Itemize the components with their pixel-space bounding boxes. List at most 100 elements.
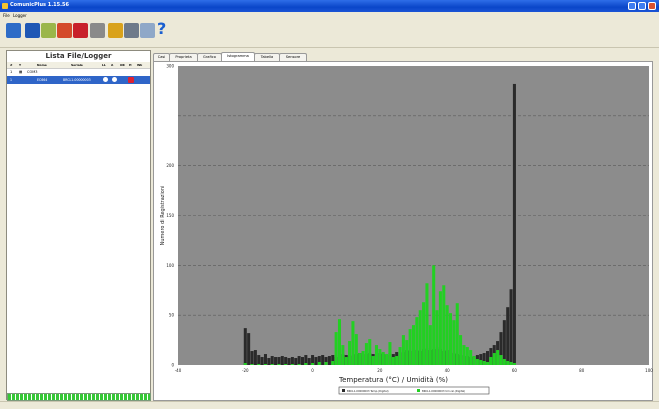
logger-row-name: EC664 bbox=[37, 78, 48, 82]
open-icon[interactable] bbox=[6, 23, 21, 38]
bar-humidity bbox=[459, 335, 463, 365]
menu-file[interactable]: File bbox=[3, 13, 10, 18]
tab-sensore[interactable]: Sensore bbox=[279, 53, 307, 61]
y-tick-label: 0 bbox=[171, 363, 174, 368]
bar-humidity bbox=[257, 364, 261, 365]
bar-humidity bbox=[371, 356, 375, 365]
bar-humidity bbox=[408, 329, 412, 365]
bar-humidity bbox=[277, 364, 281, 365]
logger-row-selected[interactable]: 1 EC664 BRCL1-00000003 bbox=[7, 76, 150, 84]
bar-humidity bbox=[331, 361, 335, 365]
header-type[interactable]: T bbox=[19, 63, 22, 67]
y-tick-label: 50 bbox=[169, 313, 175, 318]
x-tick-label: 60 bbox=[512, 368, 518, 373]
bar-humidity bbox=[469, 350, 473, 365]
close-button[interactable] bbox=[648, 2, 656, 10]
header-name[interactable]: Nome bbox=[37, 63, 47, 67]
bar-humidity bbox=[415, 317, 419, 365]
bar-humidity bbox=[311, 363, 315, 365]
bar-temperature bbox=[506, 307, 510, 365]
help-icon[interactable]: ? bbox=[157, 19, 167, 38]
bar-humidity bbox=[290, 364, 294, 365]
header-a[interactable]: A bbox=[111, 63, 114, 67]
bar-humidity bbox=[381, 352, 385, 365]
maximize-button[interactable] bbox=[638, 2, 646, 10]
header-wk[interactable]: Wk bbox=[137, 63, 143, 67]
header-h[interactable]: H bbox=[129, 63, 132, 67]
preview-icon[interactable] bbox=[140, 23, 155, 38]
status-icon[interactable] bbox=[103, 77, 108, 82]
x-axis-label: Temperatura (°C) / Umidità (%) bbox=[338, 376, 448, 384]
bar-humidity bbox=[334, 332, 338, 365]
bar-humidity bbox=[499, 355, 503, 365]
bar-temperature bbox=[502, 320, 506, 365]
legend-swatch bbox=[417, 389, 420, 392]
bar-humidity bbox=[472, 356, 476, 365]
y-tick-label: 300 bbox=[166, 64, 174, 69]
bar-humidity bbox=[364, 343, 368, 365]
bar-humidity bbox=[378, 349, 382, 365]
bar-humidity bbox=[445, 305, 449, 365]
bar-humidity bbox=[422, 302, 426, 365]
bar-temperature bbox=[267, 358, 271, 365]
bar-humidity bbox=[435, 310, 439, 365]
tab-grafico[interactable]: Grafico bbox=[197, 53, 222, 61]
x-tick-label: -40 bbox=[175, 368, 182, 373]
download-icon[interactable] bbox=[41, 23, 56, 38]
settings-icon[interactable] bbox=[108, 23, 123, 38]
bar-humidity bbox=[358, 353, 362, 365]
bar-humidity bbox=[354, 334, 358, 365]
print-icon[interactable] bbox=[124, 23, 139, 38]
bar-humidity bbox=[506, 361, 510, 365]
bar-humidity bbox=[374, 345, 379, 365]
record-icon[interactable] bbox=[128, 77, 134, 83]
bar-temperature bbox=[311, 355, 315, 365]
bar-humidity bbox=[411, 325, 416, 365]
save-icon[interactable] bbox=[25, 23, 40, 38]
bar-humidity bbox=[489, 357, 493, 365]
legend-label: BRCL1-00000003 Um.rel.(Digital) bbox=[422, 389, 465, 393]
x-tick-label: 40 bbox=[445, 368, 451, 373]
title-bar: ComunicPlus 1.15.56 bbox=[0, 0, 659, 12]
tab-casi[interactable]: Casi bbox=[153, 53, 170, 61]
x-tick-label: -20 bbox=[242, 368, 249, 373]
bar-humidity bbox=[438, 291, 442, 365]
header-ok[interactable]: OK bbox=[120, 63, 125, 67]
bar-temperature bbox=[263, 354, 267, 365]
tab-istogramma[interactable]: Istogramma bbox=[221, 52, 255, 61]
tree-row-com[interactable]: 1 ▦ COM3 bbox=[7, 69, 150, 76]
menu-logger[interactable]: Logger bbox=[13, 13, 27, 18]
y-tick-label: 150 bbox=[166, 213, 174, 218]
bar-humidity bbox=[492, 353, 496, 365]
report-icon[interactable] bbox=[57, 23, 72, 38]
minimize-button[interactable] bbox=[628, 2, 636, 10]
status-bar bbox=[0, 401, 659, 409]
bar-humidity bbox=[317, 362, 321, 365]
bar-temperature bbox=[512, 83, 516, 365]
bar-humidity bbox=[486, 362, 490, 365]
bar-humidity bbox=[479, 360, 483, 365]
header-index[interactable]: # bbox=[10, 63, 13, 67]
bar-temperature bbox=[284, 357, 288, 365]
bar-temperature bbox=[479, 354, 483, 365]
tools-icon[interactable] bbox=[90, 23, 105, 38]
list-header: # T Nome Seriale LL A OK H Wk bbox=[7, 62, 150, 69]
tree-row-label: COM3 bbox=[27, 70, 38, 74]
header-ll[interactable]: LL bbox=[102, 63, 106, 67]
bar-temperature bbox=[482, 353, 486, 365]
bar-temperature bbox=[277, 357, 281, 365]
header-serial[interactable]: Seriale bbox=[71, 63, 83, 67]
bar-temperature bbox=[257, 355, 261, 365]
y-tick-label: 200 bbox=[166, 163, 174, 168]
tab-tabella[interactable]: Tabella bbox=[254, 53, 280, 61]
file-logger-panel: Lista File/Logger # T Nome Seriale LL A … bbox=[6, 50, 151, 400]
bar-humidity bbox=[442, 285, 446, 365]
status-icon-2[interactable] bbox=[112, 77, 117, 82]
logger-row-index: 1 bbox=[10, 78, 13, 82]
bar-humidity bbox=[452, 320, 456, 365]
progress-bar bbox=[7, 393, 151, 401]
pdf-icon[interactable] bbox=[73, 23, 88, 38]
bar-temperature bbox=[331, 355, 335, 365]
bar-humidity bbox=[465, 347, 469, 365]
tab-proprieta[interactable]: Proprieta bbox=[169, 53, 198, 61]
